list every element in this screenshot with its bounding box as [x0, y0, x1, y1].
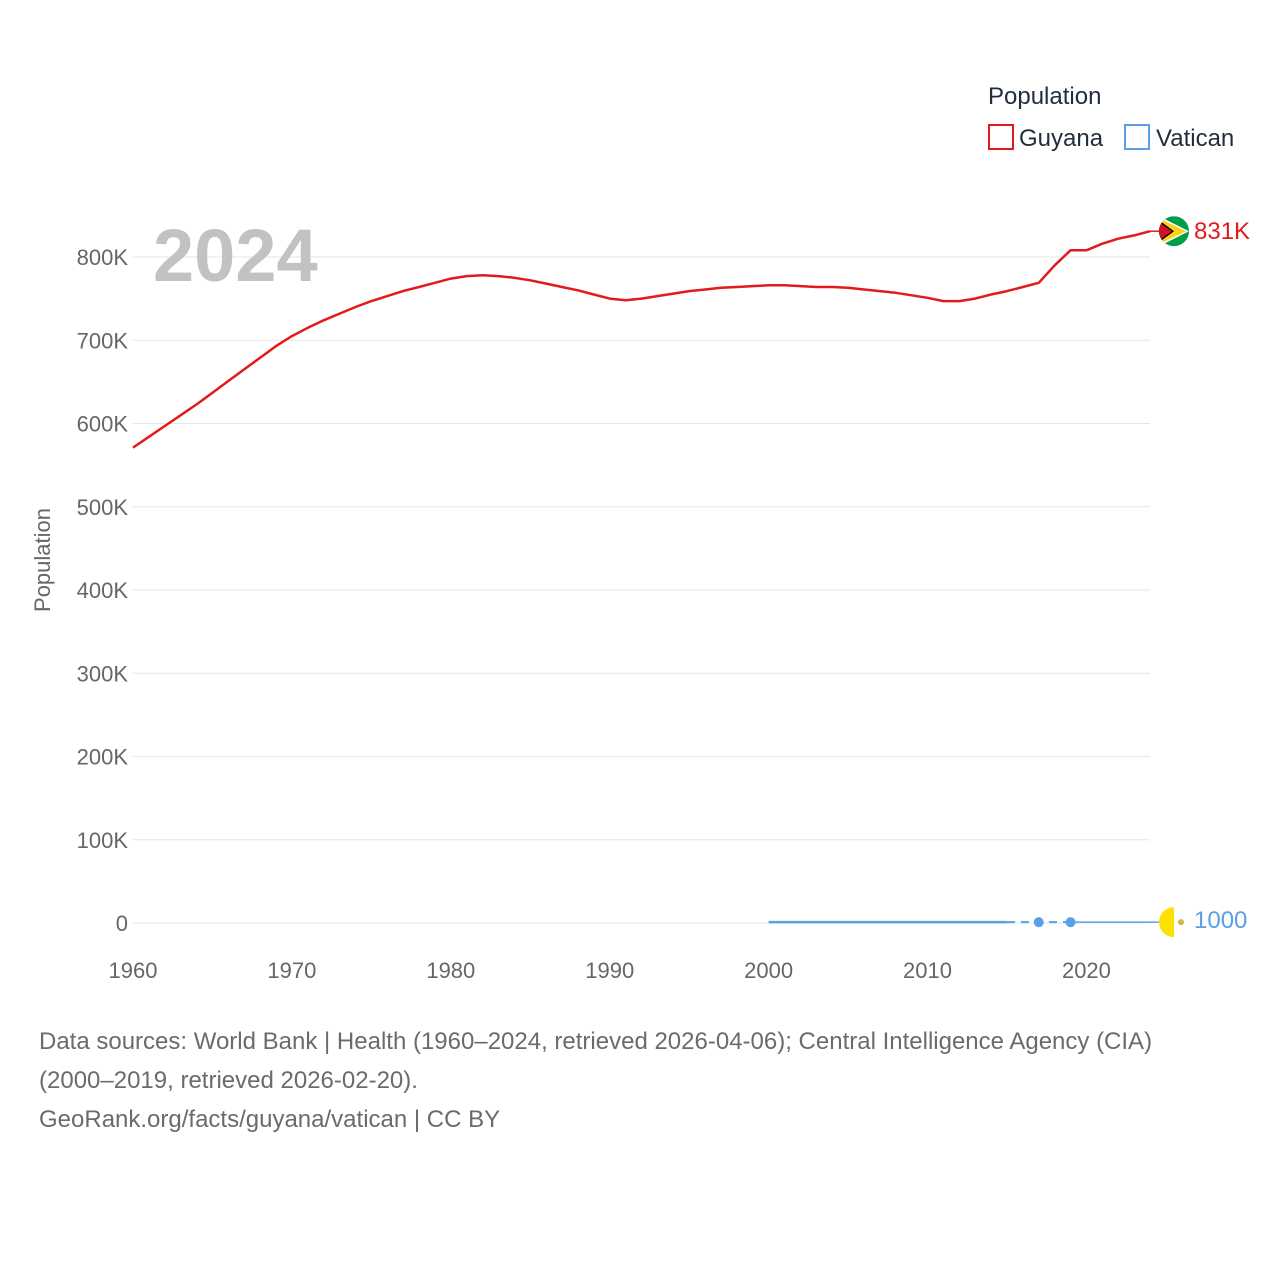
y-tick-label: 200K [77, 745, 129, 770]
y-tick-label: 700K [77, 328, 129, 353]
legend-label-guyana: Guyana [1019, 125, 1104, 152]
x-tick-label: 1960 [109, 958, 158, 983]
data-point-vatican [1065, 917, 1076, 928]
legend-title: Population [988, 83, 1101, 110]
gridlines [133, 256, 1150, 924]
y-axis-title: Population [30, 508, 55, 612]
x-tick-label: 2020 [1062, 958, 1111, 983]
year-watermark: 2024 [153, 214, 318, 297]
y-axis-ticks: 0 100K 200K 300K 400K 500K 600K 700K 800K [77, 245, 129, 936]
data-point-vatican [1033, 917, 1044, 928]
vatican-flag-icon [1159, 907, 1189, 938]
guyana-flag-red [1159, 222, 1172, 241]
y-tick-label: 0 [116, 911, 128, 936]
series-line-guyana [132, 229, 1151, 449]
legend: Population Guyana Vatican [988, 83, 1234, 152]
y-tick-label: 300K [77, 661, 129, 686]
end-label-vatican: 1000 [1194, 907, 1247, 934]
legend-swatch-vatican [1124, 124, 1150, 150]
y-tick-label: 100K [77, 828, 129, 853]
x-tick-label: 2000 [744, 958, 793, 983]
sources-link[interactable]: GeoRank.org/facts/guyana/vatican | CC BY [39, 1106, 501, 1133]
guyana-flag-body [1159, 216, 1189, 247]
legend-swatch-guyana [988, 124, 1014, 150]
x-tick-label: 2010 [903, 958, 952, 983]
x-tick-label: 1980 [426, 958, 475, 983]
legend-item-guyana[interactable]: Guyana [988, 124, 1104, 152]
vatican-flag-yellow [1159, 907, 1174, 938]
vatican-flag-emblem [1178, 919, 1184, 926]
end-label-guyana: 831K [1194, 218, 1250, 245]
sources-line-1: Data sources: World Bank | Health (1960–… [39, 1028, 1153, 1055]
legend-label-vatican: Vatican [1156, 125, 1234, 152]
vatican-flag-body [1159, 907, 1189, 938]
y-tick-label: 800K [77, 245, 129, 270]
y-tick-label: 400K [77, 578, 129, 603]
x-axis-ticks: 1960 1970 1980 1990 2000 2010 2020 [109, 958, 1111, 983]
y-tick-label: 600K [77, 412, 129, 437]
x-tick-label: 1990 [585, 958, 634, 983]
x-tick-label: 1970 [267, 958, 316, 983]
y-tick-label: 500K [77, 495, 129, 520]
legend-item-vatican[interactable]: Vatican [1124, 124, 1234, 152]
guyana-flag-icon [1159, 216, 1189, 247]
sources-line-2: (2000–2019, retrieved 2026-02-20). [39, 1067, 418, 1094]
data-sources-note: Data sources: World Bank | Health (1960–… [39, 1022, 1249, 1139]
series-layer: 831K 1000 [132, 216, 1250, 938]
